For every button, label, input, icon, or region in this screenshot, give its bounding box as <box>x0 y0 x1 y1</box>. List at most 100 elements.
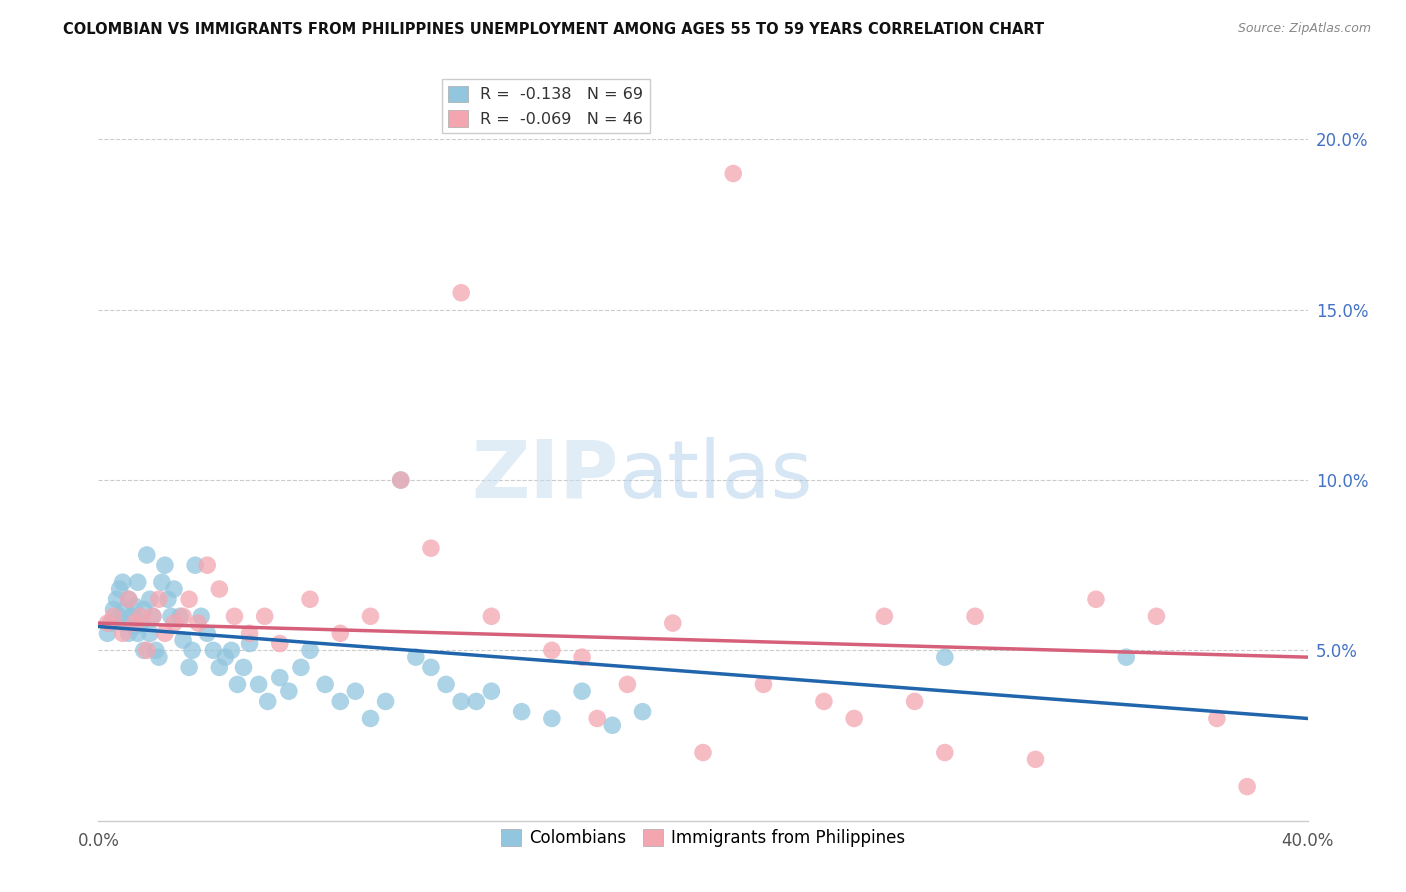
Point <box>190 609 212 624</box>
Point <box>571 650 593 665</box>
Point <box>1115 650 1137 665</box>
Point <box>202 643 225 657</box>
Point <box>571 684 593 698</box>
Point <box>118 592 141 607</box>
Point <box>145 643 167 657</box>
Point <box>96 626 118 640</box>
Point <box>132 602 155 616</box>
Point <box>195 558 218 573</box>
Point <box>450 285 472 300</box>
Point <box>239 626 262 640</box>
Point <box>723 167 745 181</box>
Point <box>103 609 125 624</box>
Point <box>692 746 714 760</box>
Point <box>389 473 412 487</box>
Point <box>247 677 270 691</box>
Point <box>253 609 276 624</box>
Point <box>256 694 278 708</box>
Point <box>214 650 236 665</box>
Point <box>160 609 183 624</box>
Point <box>1024 752 1046 766</box>
Point <box>142 609 165 624</box>
Point <box>299 643 322 657</box>
Point <box>156 592 179 607</box>
Point <box>232 660 254 674</box>
Point <box>844 711 866 725</box>
Point <box>481 684 503 698</box>
Point <box>450 694 472 708</box>
Point <box>124 616 146 631</box>
Point <box>752 677 775 691</box>
Point <box>139 592 162 607</box>
Point <box>195 626 218 640</box>
Point <box>586 711 609 725</box>
Point <box>510 705 533 719</box>
Text: COLOMBIAN VS IMMIGRANTS FROM PHILIPPINES UNEMPLOYMENT AMONG AGES 55 TO 59 YEARS : COLOMBIAN VS IMMIGRANTS FROM PHILIPPINES… <box>63 22 1045 37</box>
Point <box>103 602 125 616</box>
Point <box>127 626 149 640</box>
Point <box>269 636 291 650</box>
Point <box>124 619 146 633</box>
Point <box>1085 592 1108 607</box>
Point <box>661 616 683 631</box>
Point <box>420 660 443 674</box>
Point <box>631 705 654 719</box>
Point <box>135 643 157 657</box>
Point <box>602 718 624 732</box>
Legend: Colombians, Immigrants from Philippines: Colombians, Immigrants from Philippines <box>494 822 912 854</box>
Point <box>389 473 412 487</box>
Point <box>224 609 246 624</box>
Point <box>153 558 176 573</box>
Point <box>114 602 136 616</box>
Point <box>163 582 186 596</box>
Point <box>540 711 562 725</box>
Point <box>344 684 367 698</box>
Point <box>121 609 143 624</box>
Point <box>148 592 170 607</box>
Point <box>132 643 155 657</box>
Point <box>96 616 118 631</box>
Point <box>934 650 956 665</box>
Point <box>208 582 231 596</box>
Point <box>314 677 336 691</box>
Point <box>329 626 352 640</box>
Point <box>239 636 262 650</box>
Point <box>540 643 562 657</box>
Point <box>111 626 134 640</box>
Point <box>111 616 134 631</box>
Point <box>179 660 201 674</box>
Point <box>184 558 207 573</box>
Point <box>139 626 162 640</box>
Point <box>420 541 443 556</box>
Point <box>360 609 382 624</box>
Point <box>118 626 141 640</box>
Point <box>100 616 122 631</box>
Point <box>129 609 152 624</box>
Point <box>269 671 291 685</box>
Point <box>148 650 170 665</box>
Point <box>179 592 201 607</box>
Point <box>150 575 173 590</box>
Point <box>277 684 299 698</box>
Point <box>374 694 396 708</box>
Point <box>129 616 152 631</box>
Text: ZIP: ZIP <box>471 437 619 515</box>
Point <box>299 592 322 607</box>
Point <box>226 677 249 691</box>
Point <box>434 677 457 691</box>
Text: atlas: atlas <box>619 437 813 515</box>
Point <box>1144 609 1167 624</box>
Point <box>172 633 194 648</box>
Text: Source: ZipAtlas.com: Source: ZipAtlas.com <box>1237 22 1371 36</box>
Point <box>163 616 186 631</box>
Point <box>169 609 191 624</box>
Point <box>813 694 835 708</box>
Point <box>405 650 427 665</box>
Point <box>208 660 231 674</box>
Point <box>290 660 312 674</box>
Point <box>105 592 128 607</box>
Point <box>181 643 204 657</box>
Point <box>135 548 157 562</box>
Point <box>360 711 382 725</box>
Point <box>904 694 927 708</box>
